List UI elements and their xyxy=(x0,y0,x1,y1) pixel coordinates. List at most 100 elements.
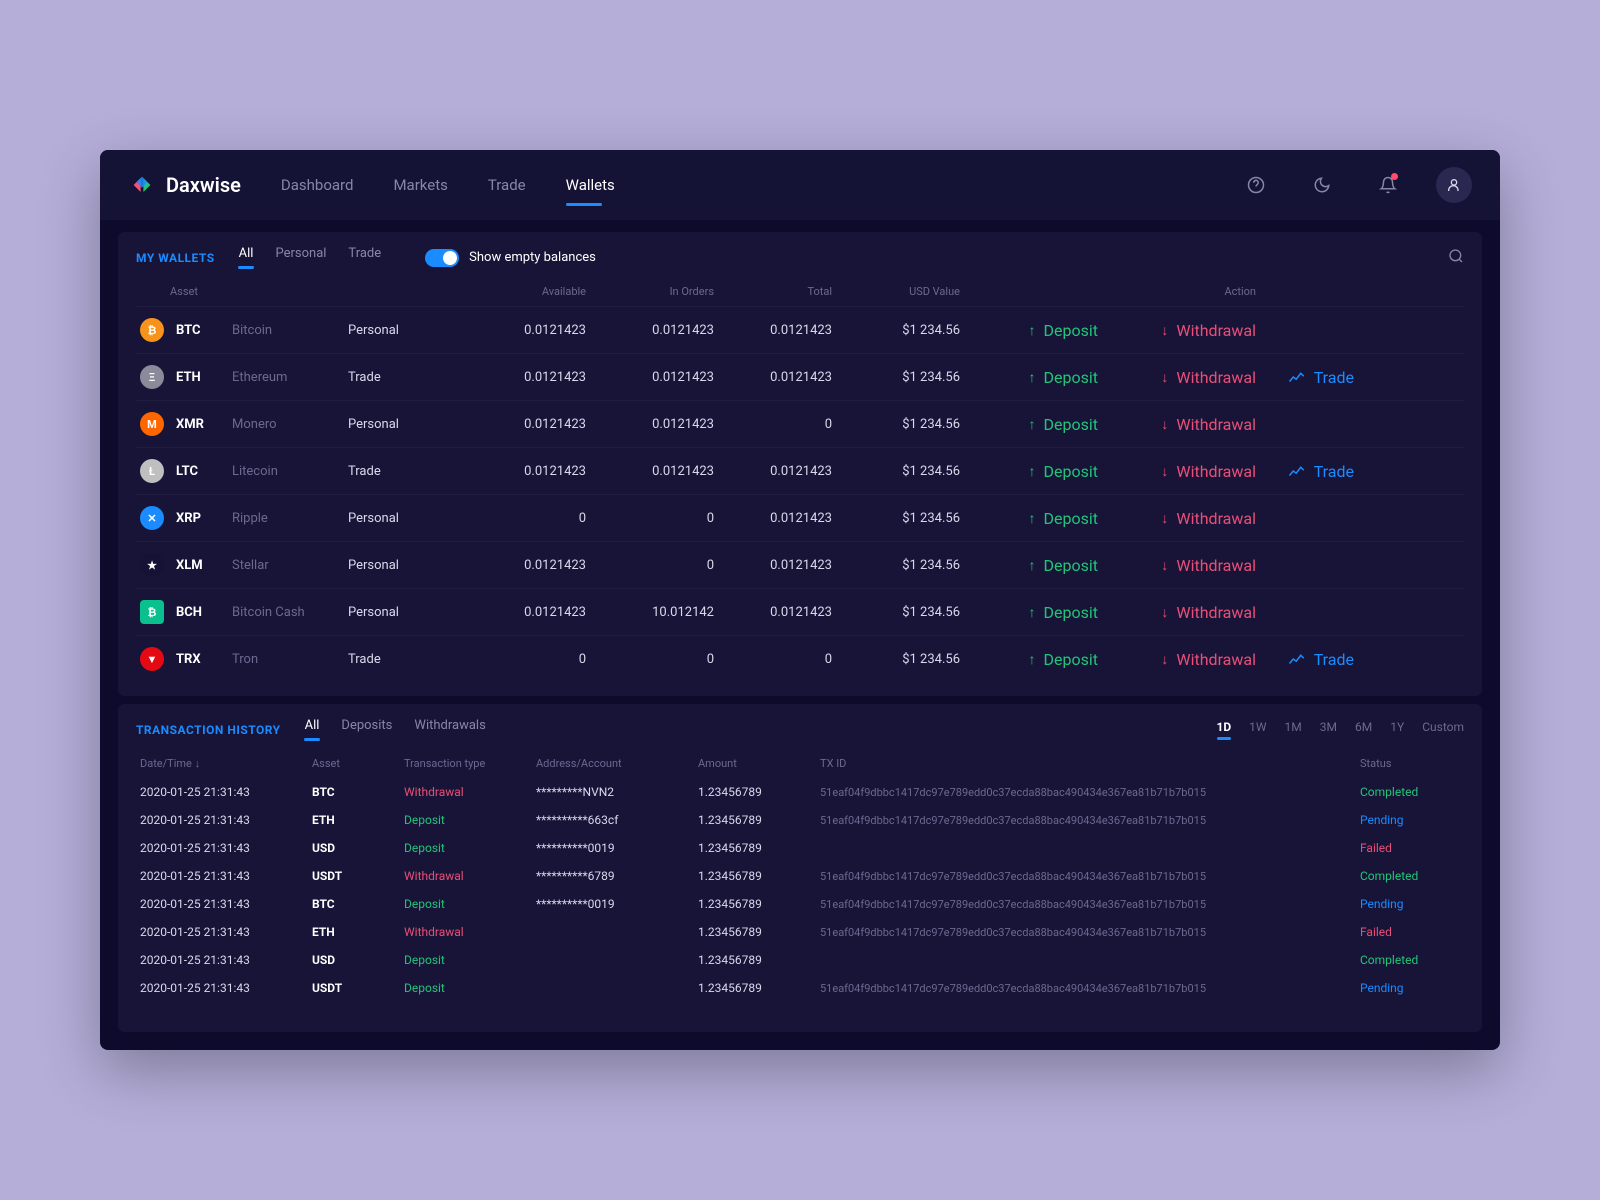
tx-type: Deposit xyxy=(404,813,524,827)
content: MY WALLETS AllPersonalTrade Show empty b… xyxy=(100,220,1500,1050)
trade-button[interactable]: Trade xyxy=(1264,650,1354,669)
theme-button[interactable] xyxy=(1304,167,1340,203)
tx-asset: ETH xyxy=(312,813,392,827)
tx-status: Failed xyxy=(1360,841,1460,855)
trade-button[interactable]: Trade xyxy=(1264,368,1354,387)
history-header: Status xyxy=(1360,757,1460,770)
trade-button[interactable]: Trade xyxy=(1264,462,1354,481)
withdrawal-button[interactable]: ↓Withdrawal xyxy=(1106,556,1256,575)
account-type: Trade xyxy=(348,464,458,479)
transaction-row: 2020-01-25 21:31:43 BTC Deposit ********… xyxy=(136,890,1464,918)
notifications-button[interactable] xyxy=(1370,167,1406,203)
total-value: 0.0121423 xyxy=(722,464,832,479)
history-tab-all[interactable]: All xyxy=(305,718,320,741)
in-orders-value: 10.012142 xyxy=(594,605,714,620)
arrow-up-icon: ↑ xyxy=(1029,416,1036,433)
history-header: TX ID xyxy=(820,757,1348,770)
wallet-row-bch: ₿ BCH Bitcoin Cash Personal 0.0121423 10… xyxy=(136,588,1464,635)
asset-cell: ▼ TRX Tron xyxy=(140,647,340,671)
arrow-up-icon: ↑ xyxy=(1029,369,1036,386)
range-1m[interactable]: 1M xyxy=(1285,720,1302,740)
asset-name: Monero xyxy=(232,417,277,432)
deposit-button[interactable]: ↑Deposit xyxy=(968,415,1098,434)
history-header: Address/Account xyxy=(536,757,686,770)
arrow-down-icon: ↓ xyxy=(1161,463,1168,480)
asset-name: Ethereum xyxy=(232,370,287,385)
wallets-header xyxy=(1264,285,1354,298)
tx-status: Pending xyxy=(1360,897,1460,911)
account-type: Trade xyxy=(348,370,458,385)
tx-type: Deposit xyxy=(404,841,524,855)
range-custom[interactable]: Custom xyxy=(1422,720,1464,740)
arrow-down-icon: ↓ xyxy=(1161,322,1168,339)
arrow-down-icon: ↓ xyxy=(1161,651,1168,668)
asset-symbol: ETH xyxy=(176,370,220,385)
tx-amount: 1.23456789 xyxy=(698,953,808,967)
withdrawal-button[interactable]: ↓Withdrawal xyxy=(1106,509,1256,528)
tx-amount: 1.23456789 xyxy=(698,925,808,939)
asset-cell: Ξ ETH Ethereum xyxy=(140,365,340,389)
tx-datetime: 2020-01-25 21:31:43 xyxy=(140,841,300,855)
nav-wallets[interactable]: Wallets xyxy=(566,152,615,218)
nav-dashboard[interactable]: Dashboard xyxy=(281,152,354,218)
coin-icon-xrp: ✕ xyxy=(140,506,164,530)
empty-balances-toggle[interactable] xyxy=(425,249,459,267)
trend-icon xyxy=(1288,653,1306,665)
tx-amount: 1.23456789 xyxy=(698,841,808,855)
withdrawal-button[interactable]: ↓Withdrawal xyxy=(1106,321,1256,340)
usd-value: $1 234.56 xyxy=(840,558,960,573)
profile-button[interactable] xyxy=(1436,167,1472,203)
deposit-button[interactable]: ↑Deposit xyxy=(968,462,1098,481)
available-value: 0.0121423 xyxy=(466,558,586,573)
range-6m[interactable]: 6M xyxy=(1355,720,1372,740)
deposit-button[interactable]: ↑Deposit xyxy=(968,509,1098,528)
tx-id: 51eaf04f9dbbc1417dc97e789edd0c37ecda88ba… xyxy=(820,814,1348,827)
tx-type: Deposit xyxy=(404,981,524,995)
in-orders-value: 0.0121423 xyxy=(594,464,714,479)
in-orders-value: 0 xyxy=(594,511,714,526)
tx-type: Withdrawal xyxy=(404,785,524,799)
account-type: Personal xyxy=(348,417,458,432)
tx-status: Completed xyxy=(1360,869,1460,883)
arrow-up-icon: ↑ xyxy=(1029,604,1036,621)
range-1y[interactable]: 1Y xyxy=(1390,720,1404,740)
range-1d[interactable]: 1D xyxy=(1216,720,1231,740)
available-value: 0.0121423 xyxy=(466,417,586,432)
deposit-button[interactable]: ↑Deposit xyxy=(968,650,1098,669)
arrow-up-icon: ↑ xyxy=(1029,651,1036,668)
withdrawal-button[interactable]: ↓Withdrawal xyxy=(1106,650,1256,669)
wallets-tab-all[interactable]: All xyxy=(239,246,254,269)
logo[interactable]: Daxwise xyxy=(128,171,241,199)
nav-trade[interactable]: Trade xyxy=(488,152,526,218)
help-button[interactable] xyxy=(1238,167,1274,203)
deposit-button[interactable]: ↑Deposit xyxy=(968,321,1098,340)
deposit-button[interactable]: ↑Deposit xyxy=(968,603,1098,622)
withdrawal-button[interactable]: ↓Withdrawal xyxy=(1106,415,1256,434)
wallets-tab-trade[interactable]: Trade xyxy=(348,246,381,269)
in-orders-value: 0 xyxy=(594,558,714,573)
tx-type: Withdrawal xyxy=(404,869,524,883)
range-3m[interactable]: 3M xyxy=(1320,720,1337,740)
wallets-header xyxy=(968,285,1098,298)
search-button[interactable] xyxy=(1448,248,1464,268)
usd-value: $1 234.56 xyxy=(840,370,960,385)
history-tab-withdrawals[interactable]: Withdrawals xyxy=(414,718,485,741)
withdrawal-button[interactable]: ↓Withdrawal xyxy=(1106,603,1256,622)
withdrawal-button[interactable]: ↓Withdrawal xyxy=(1106,462,1256,481)
arrow-up-icon: ↑ xyxy=(1029,322,1036,339)
tx-amount: 1.23456789 xyxy=(698,897,808,911)
withdrawal-button[interactable]: ↓Withdrawal xyxy=(1106,368,1256,387)
deposit-button[interactable]: ↑Deposit xyxy=(968,556,1098,575)
nav-markets[interactable]: Markets xyxy=(393,152,447,218)
wallet-row-xrp: ✕ XRP Ripple Personal 0 0 0.0121423 $1 2… xyxy=(136,494,1464,541)
wallets-tab-personal[interactable]: Personal xyxy=(275,246,326,269)
total-value: 0.0121423 xyxy=(722,605,832,620)
deposit-button[interactable]: ↑Deposit xyxy=(968,368,1098,387)
wallet-row-xlm: ★ XLM Stellar Personal 0.0121423 0 0.012… xyxy=(136,541,1464,588)
history-tab-deposits[interactable]: Deposits xyxy=(341,718,392,741)
wallet-row-eth: Ξ ETH Ethereum Trade 0.0121423 0.0121423… xyxy=(136,353,1464,400)
account-type: Personal xyxy=(348,605,458,620)
asset-name: Tron xyxy=(232,652,258,667)
range-1w[interactable]: 1W xyxy=(1249,720,1266,740)
tx-amount: 1.23456789 xyxy=(698,869,808,883)
